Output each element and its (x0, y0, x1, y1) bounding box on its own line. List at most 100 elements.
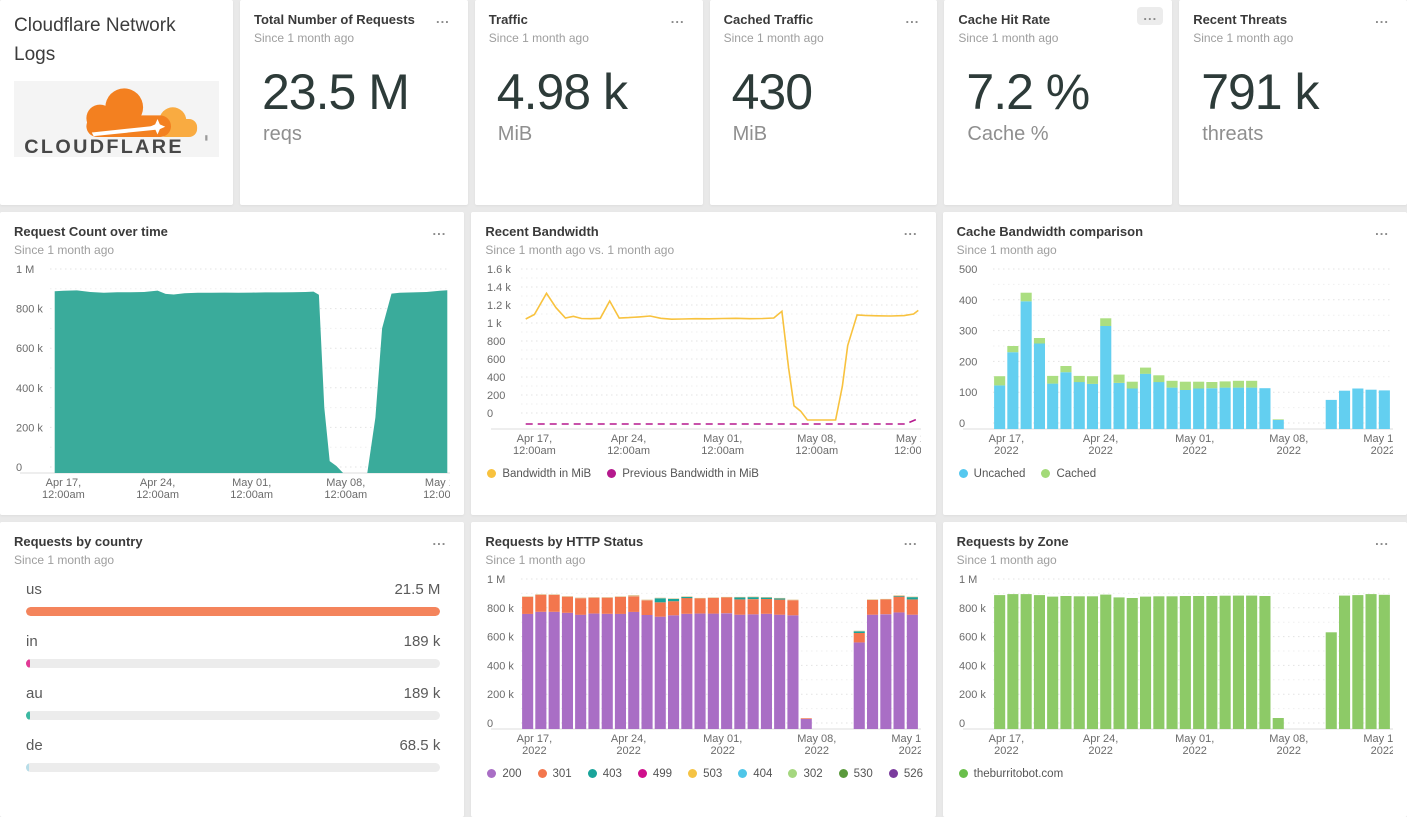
legend-item[interactable]: theburritobot.com (958, 767, 1064, 780)
panel-title: Cached Traffic (723, 12, 814, 27)
legend-label: 403 (602, 767, 622, 780)
svg-text:2022: 2022 (1370, 445, 1392, 457)
country-row[interactable]: in 189 k (26, 633, 441, 669)
legend-label: 200 (502, 767, 522, 780)
svg-text:2022: 2022 (711, 745, 735, 757)
svg-text:800 k: 800 k (487, 603, 514, 615)
svg-text:May 1: May 1 (896, 433, 921, 445)
svg-text:Apr 24,: Apr 24, (1083, 433, 1118, 445)
country-bar-track (26, 607, 441, 617)
panel-menu-button[interactable]: ... (1375, 533, 1389, 548)
recent-bandwidth-panel: ... Recent Bandwidth Since 1 month ago v… (471, 212, 936, 515)
country-code: de (26, 737, 43, 755)
stat-value: 4.98 k (496, 64, 628, 121)
svg-text:200 k: 200 k (16, 423, 43, 435)
legend-item[interactable]: 404 (738, 768, 772, 780)
country-value: 21.5 M (394, 581, 441, 599)
stat-panel-recent-threats: ... Recent Threats Since 1 month ago 791… (1179, 0, 1407, 205)
chart-legend: Uncached Cached (958, 465, 1393, 483)
country-value: 68.5 k (399, 737, 441, 755)
country-row[interactable]: de 68.5 k (26, 737, 441, 773)
stat-panel-cache-hit-rate: ... Cache Hit Rate Since 1 month ago 7.2… (944, 0, 1173, 205)
stat-value: 23.5 M (262, 64, 410, 121)
legend-label: Uncached (973, 467, 1026, 480)
recent-bandwidth-chart[interactable]: 0 200 400 600 800 1 k 1.2 k 1.4 k 1.6 k Apr 17, 12… (485, 257, 929, 459)
cache-bandwidth-chart[interactable]: 0 100 200 300 400 500 Apr 17, 2022 Apr 24, 2022 Ma… (957, 257, 1402, 459)
country-row[interactable]: us 21.5 M (26, 581, 441, 617)
stat-unit: reqs (263, 123, 302, 146)
legend-item[interactable]: Bandwidth in MiB (487, 468, 591, 480)
country-bar-track (26, 711, 441, 721)
legend-item[interactable]: Uncached (958, 467, 1026, 480)
country-row[interactable]: au 189 k (26, 685, 441, 721)
legend-item[interactable]: 526 (888, 768, 923, 780)
panel-menu-button[interactable]: ... (905, 11, 920, 26)
requests-by-country-panel: ... Requests by country Since 1 month ag… (0, 522, 465, 817)
svg-text:2022: 2022 (522, 745, 546, 757)
legend-label: 302 (803, 767, 823, 780)
panel-menu-button[interactable]: ... (903, 223, 918, 238)
panel-subtitle: Since 1 month ago (14, 553, 115, 568)
cloudflare-logo: CLOUDFLARE (14, 81, 219, 157)
chart-legend: Bandwidth in MiB Previous Bandwidth in Mi… (487, 465, 921, 483)
svg-text:2022: 2022 (1276, 745, 1300, 757)
cloudflare-logo-text: CLOUDFLARE (24, 136, 184, 155)
svg-text:2022: 2022 (805, 745, 829, 757)
legend-item[interactable]: 499 (637, 768, 672, 780)
svg-text:May 01,: May 01, (1175, 733, 1214, 745)
svg-text:2022: 2022 (1182, 445, 1206, 457)
svg-text:Apr 17,: Apr 17, (517, 733, 552, 745)
legend-item[interactable]: 200 (487, 767, 522, 780)
country-bar-track (26, 659, 441, 669)
legend-label: 530 (853, 767, 873, 780)
requests-by-zone-panel: ... Requests by Zone Since 1 month ago 0… (942, 522, 1407, 817)
stat-value: 7.2 % (966, 64, 1090, 121)
legend-label: Cached (1056, 467, 1097, 480)
svg-text:2022: 2022 (994, 445, 1018, 457)
svg-text:800 k: 800 k (959, 603, 986, 615)
legend-item[interactable]: 503 (688, 768, 722, 780)
svg-text:Apr 24,: Apr 24, (140, 477, 175, 489)
svg-text:12:00am: 12:00am (513, 445, 556, 457)
panel-menu-button[interactable]: ... (1375, 223, 1389, 238)
svg-text:May 15,: May 15, (1363, 433, 1393, 445)
legend-item[interactable]: 301 (537, 768, 572, 780)
panel-title: Requests by Zone (956, 534, 1069, 549)
legend-item[interactable]: 403 (587, 767, 622, 780)
panel-menu-button[interactable]: ... (1137, 7, 1164, 25)
panel-subtitle: Since 1 month ago (956, 553, 1057, 568)
svg-text:May 08,: May 08, (798, 733, 837, 745)
svg-text:12:00am: 12:00am (136, 489, 179, 501)
svg-text:400 k: 400 k (959, 661, 986, 673)
panel-title: Cache Bandwidth comparison (956, 224, 1144, 239)
panel-menu-button[interactable]: ... (432, 223, 447, 238)
panel-menu-button[interactable]: ... (1375, 11, 1389, 26)
svg-text:400: 400 (487, 372, 505, 384)
legend-label: theburritobot.com (973, 767, 1064, 780)
panel-title: Cache Hit Rate (958, 12, 1051, 27)
legend-dot-icon (487, 469, 497, 479)
panel-subtitle: Since 1 month ago (723, 31, 824, 46)
stat-panel-total-requests: ... Total Number of Requests Since 1 mon… (240, 0, 468, 205)
svg-text:400 k: 400 k (16, 383, 43, 395)
panel-menu-button[interactable]: ... (435, 11, 450, 26)
svg-text:May 08,: May 08, (798, 433, 837, 445)
legend-dot-icon (688, 769, 698, 779)
legend-item[interactable]: Previous Bandwidth in MiB (607, 468, 759, 480)
panel-menu-button[interactable]: ... (432, 533, 447, 548)
legend-item[interactable]: Cached (1041, 468, 1096, 480)
legend-dot-icon (537, 769, 547, 779)
svg-text:1 M: 1 M (487, 574, 505, 586)
legend-item[interactable]: 530 (838, 767, 873, 780)
panel-menu-button[interactable]: ... (670, 11, 685, 26)
panel-title: Request Count over time (14, 224, 168, 239)
legend-dot-icon (738, 769, 748, 779)
panel-menu-button[interactable]: ... (903, 533, 918, 548)
svg-text:12:00am: 12:00am (608, 445, 651, 457)
legend-item[interactable]: 302 (788, 767, 823, 780)
panel-subtitle: Since 1 month ago (14, 243, 115, 258)
svg-text:200 k: 200 k (487, 689, 514, 701)
